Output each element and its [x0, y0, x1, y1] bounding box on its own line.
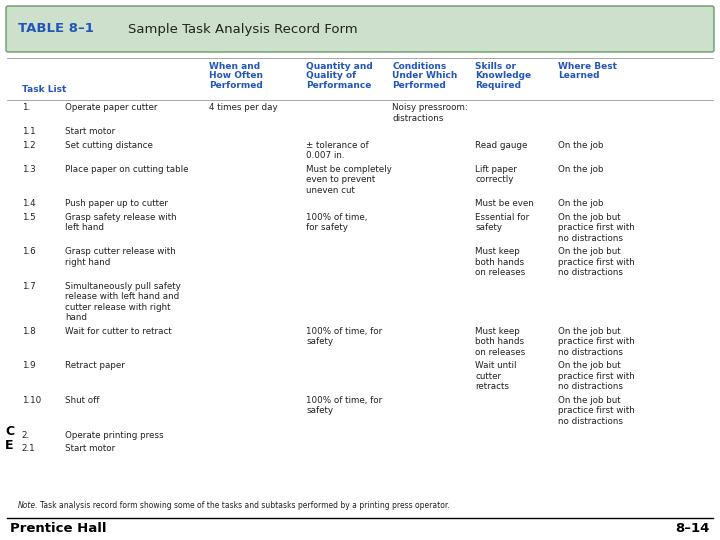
- Text: TABLE 8–1: TABLE 8–1: [18, 23, 94, 36]
- Text: Grasp cutter release with
right hand: Grasp cutter release with right hand: [65, 247, 176, 267]
- Text: E: E: [5, 439, 14, 452]
- Text: Conditions: Conditions: [392, 62, 446, 71]
- Text: ± tolerance of
0.007 in.: ± tolerance of 0.007 in.: [306, 141, 369, 160]
- Text: Required: Required: [475, 81, 521, 90]
- Text: When and: When and: [209, 62, 260, 71]
- Text: Simultaneously pull safety
release with left hand and
cutter release with right
: Simultaneously pull safety release with …: [65, 282, 181, 322]
- Text: 8–14: 8–14: [675, 522, 710, 535]
- Text: Must be even: Must be even: [475, 199, 534, 208]
- Text: Lift paper
correctly: Lift paper correctly: [475, 165, 517, 184]
- Text: On the job but
practice first with
no distractions: On the job but practice first with no di…: [558, 396, 635, 426]
- Text: Learned: Learned: [558, 71, 600, 80]
- Text: Sample Task Analysis Record Form: Sample Task Analysis Record Form: [128, 23, 358, 36]
- Text: 1.2: 1.2: [22, 141, 35, 150]
- Text: 1.9: 1.9: [22, 361, 35, 370]
- Text: 100% of time, for
safety: 100% of time, for safety: [306, 327, 382, 346]
- Text: On the job: On the job: [558, 141, 603, 150]
- Text: Noisy pressroom:
distractions: Noisy pressroom: distractions: [392, 104, 468, 123]
- Text: Wait until
cutter
retracts: Wait until cutter retracts: [475, 361, 517, 392]
- Text: Set cutting distance: Set cutting distance: [65, 141, 153, 150]
- Text: Knowledge: Knowledge: [475, 71, 531, 80]
- Text: 1.1: 1.1: [22, 127, 35, 137]
- Text: 1.4: 1.4: [22, 199, 35, 208]
- Text: Retract paper: Retract paper: [65, 361, 125, 370]
- Text: Quality of: Quality of: [306, 71, 356, 80]
- Text: On the job: On the job: [558, 165, 603, 174]
- Text: Read gauge: Read gauge: [475, 141, 528, 150]
- Text: Task analysis record form showing some of the tasks and subtasks performed by a : Task analysis record form showing some o…: [40, 502, 450, 510]
- Text: 1.6: 1.6: [22, 247, 35, 256]
- Text: On the job: On the job: [558, 199, 603, 208]
- Text: Note.: Note.: [18, 502, 38, 510]
- Text: 1.3: 1.3: [22, 165, 35, 174]
- Text: On the job but
practice first with
no distractions: On the job but practice first with no di…: [558, 247, 635, 278]
- Text: Essential for
safety: Essential for safety: [475, 213, 529, 232]
- Text: Performed: Performed: [392, 81, 446, 90]
- Text: 1.: 1.: [22, 104, 30, 112]
- Text: 4 times per day: 4 times per day: [209, 104, 277, 112]
- Text: Must keep
both hands
on releases: Must keep both hands on releases: [475, 247, 526, 278]
- Text: Shut off: Shut off: [65, 396, 99, 405]
- Text: On the job but
practice first with
no distractions: On the job but practice first with no di…: [558, 327, 635, 357]
- Text: Wait for cutter to retract: Wait for cutter to retract: [65, 327, 171, 336]
- Text: 1.8: 1.8: [22, 327, 35, 336]
- Text: Start motor: Start motor: [65, 444, 115, 453]
- Text: Operate printing press: Operate printing press: [65, 430, 163, 440]
- Text: Start motor: Start motor: [65, 127, 115, 137]
- Text: Performance: Performance: [306, 81, 372, 90]
- Text: Must be completely
even to prevent
uneven cut: Must be completely even to prevent uneve…: [306, 165, 392, 195]
- Text: 100% of time,
for safety: 100% of time, for safety: [306, 213, 367, 232]
- Text: 1.10: 1.10: [22, 396, 41, 405]
- Text: Under Which: Under Which: [392, 71, 458, 80]
- Text: How Often: How Often: [209, 71, 263, 80]
- Text: Performed: Performed: [209, 81, 263, 90]
- Text: C: C: [5, 425, 14, 438]
- Text: Place paper on cutting table: Place paper on cutting table: [65, 165, 189, 174]
- Text: Skills or: Skills or: [475, 62, 516, 71]
- Text: 1.5: 1.5: [22, 213, 35, 222]
- Text: Must keep
both hands
on releases: Must keep both hands on releases: [475, 327, 526, 357]
- Text: 1.7: 1.7: [22, 282, 35, 291]
- Text: Grasp safety release with
left hand: Grasp safety release with left hand: [65, 213, 176, 232]
- Text: 2.: 2.: [22, 430, 30, 440]
- Text: Where Best: Where Best: [558, 62, 617, 71]
- Text: Push paper up to cutter: Push paper up to cutter: [65, 199, 168, 208]
- Text: Prentice Hall: Prentice Hall: [10, 522, 107, 535]
- FancyBboxPatch shape: [6, 6, 714, 52]
- Text: 100% of time, for
safety: 100% of time, for safety: [306, 396, 382, 415]
- Text: Task List: Task List: [22, 85, 66, 94]
- Text: On the job but
practice first with
no distractions: On the job but practice first with no di…: [558, 361, 635, 392]
- Text: Operate paper cutter: Operate paper cutter: [65, 104, 157, 112]
- Text: Quantity and: Quantity and: [306, 62, 373, 71]
- Text: On the job but
practice first with
no distractions: On the job but practice first with no di…: [558, 213, 635, 243]
- Text: 2.1: 2.1: [22, 444, 35, 453]
